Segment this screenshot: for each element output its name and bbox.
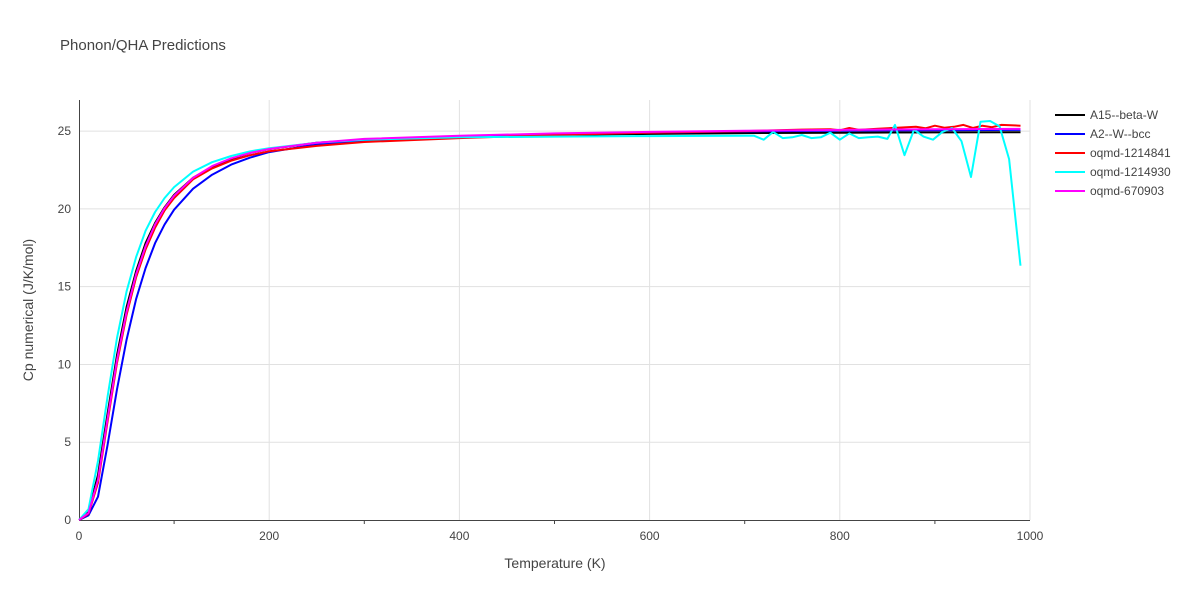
y-tick-label: 20 [58,202,72,216]
series-line-1 [78,128,1021,521]
series-line-0 [78,131,1021,521]
legend-label: oqmd-1214930 [1090,165,1171,179]
y-axis-title: Cp numerical (J/K/mol) [20,239,36,381]
x-tick-label: 0 [76,529,83,543]
y-tick-label: 10 [58,357,72,371]
series-line-3 [78,120,1022,521]
x-ticks: 0 200 400 600 800 1000 [76,520,1044,543]
legend-label: oqmd-670903 [1090,184,1164,198]
y-ticks: 0 5 10 15 20 25 [58,124,72,527]
chart-title: Phonon/QHA Predictions [60,37,226,54]
y-tick-label: 0 [64,513,71,527]
y-tick-label: 15 [58,280,72,294]
x-tick-label: 800 [830,529,850,543]
x-axis-title: Temperature (K) [504,555,605,571]
series-line-2 [78,123,1021,521]
legend-label: A15--beta-W [1090,108,1159,122]
x-tick-label: 200 [259,529,279,543]
x-tick-label: 600 [640,529,660,543]
series-line-4 [78,127,1021,521]
y-tick-label: 25 [58,124,72,138]
y-tick-label: 5 [64,435,71,449]
legend-label: A2--W--bcc [1090,127,1150,141]
x-tick-label: 400 [449,529,469,543]
legend-label: oqmd-1214841 [1090,146,1171,160]
x-tick-label: 1000 [1017,529,1044,543]
series [78,120,1022,521]
legend: A15--beta-W A2--W--bcc oqmd-1214841 oqmd-12… [1055,108,1171,198]
